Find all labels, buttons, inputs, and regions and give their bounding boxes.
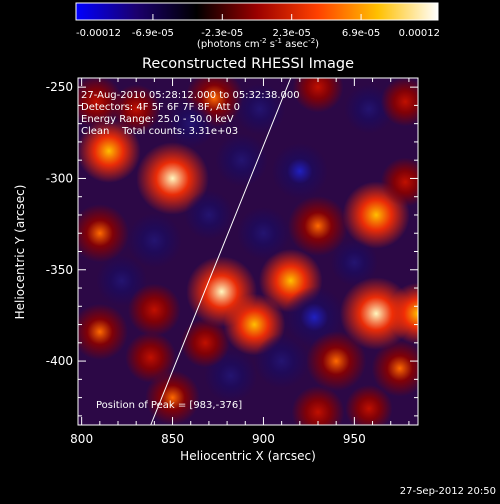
heatmap-blob: [215, 133, 268, 187]
colorbar-tick-labels: -0.00012 -6.9e-05 -2.3e-05 2.3e-05 6.9e-05 0.…: [76, 28, 440, 39]
heatmap-blob: [288, 195, 348, 256]
heatmap-blob: [292, 78, 344, 113]
heatmap-blob: [78, 119, 141, 183]
heatmap-blob: [184, 190, 234, 240]
observation-info: 27-Aug-2010 05:28:12.000 to 05:32:38.000…: [81, 90, 300, 137]
heatmap-blob: [166, 99, 216, 149]
heatmap-blobs: [78, 78, 418, 425]
y-tick-label: -400: [46, 354, 73, 368]
detectors: Detectors: 4F 5F 6F 7F 8F, Att 0: [81, 102, 240, 113]
peak-position: Position of Peak = [983,-376]: [96, 400, 242, 411]
y-tick-label: -350: [46, 263, 73, 277]
x-tick-label: 900: [252, 432, 275, 446]
units-part-1: (photons cm: [197, 39, 260, 50]
heatmap-blob: [78, 204, 129, 263]
heatmap-blob: [180, 318, 230, 368]
heatmap-blob: [78, 78, 123, 129]
colorbar-tick-label: -6.9e-05: [132, 28, 174, 39]
heatmap-blob: [127, 213, 182, 268]
time-range: 27-Aug-2010 05:28:12.000 to 05:32:38.000: [81, 90, 300, 101]
heatmap-blob: [306, 331, 367, 392]
colorbar-units: (photons cm-2 s-1 asec-2): [197, 37, 319, 50]
heatmap-blob: [271, 142, 328, 200]
heatmap-blob: [380, 157, 418, 207]
units-exp-2: -1: [275, 37, 282, 45]
y-axis-ticks: -250 -300 -350 -400: [46, 80, 418, 417]
heatmap-blob: [111, 84, 161, 134]
colorbar-tick-label: 0.00012: [399, 28, 440, 39]
heatmap-blob: [380, 78, 418, 127]
x-tick-label: 850: [161, 432, 184, 446]
units-part-3: asec: [282, 39, 308, 50]
units-exp-1: -2: [260, 37, 267, 45]
heatmap-blob: [387, 282, 418, 345]
heatmap-blob: [128, 283, 181, 337]
colorbar-tick-label: -2.3e-05: [201, 28, 243, 39]
colorbar: -0.00012 -6.9e-05 -2.3e-05 2.3e-05 6.9e-05 0.…: [75, 2, 440, 50]
heatmap-blob: [145, 370, 200, 425]
x-tick-label: 950: [343, 432, 366, 446]
x-axis-label: Heliocentric X (arcsec): [180, 449, 316, 463]
energy-range: Energy Range: 25.0 - 50.0 keV: [81, 114, 234, 125]
heatmap-blob: [125, 331, 177, 383]
clean-total-counts: Clean Total counts: 3.31e+03: [81, 126, 238, 137]
x-axis-ticks: 800 850 900 950: [70, 78, 410, 446]
colorbar-tick-label: 2.3e-05: [272, 28, 310, 39]
colorbar-ticks: [75, 14, 439, 20]
y-tick-label: -300: [46, 171, 73, 185]
heatmap-blob: [330, 238, 379, 287]
heatmap-blob: [344, 84, 394, 134]
heatmap-blob: [237, 206, 290, 260]
heatmap-image: [78, 78, 418, 425]
y-axis-label: Heliocentric Y (arcsec): [13, 185, 27, 320]
solar-limb-line: [150, 78, 292, 425]
heatmap-blob: [291, 385, 345, 425]
colorbar-tick-label: -0.00012: [76, 28, 121, 39]
units-exp-3: -2: [308, 37, 315, 45]
heatmap-blob: [371, 340, 418, 397]
units-part-4: ): [315, 39, 319, 50]
footer-timestamp: 27-Sep-2012 20:50: [400, 486, 496, 497]
y-tick-label: -250: [46, 80, 73, 94]
units-part-2: s: [267, 39, 275, 50]
heatmap-blob: [136, 142, 209, 215]
colorbar-tick-label: 6.9e-05: [342, 28, 380, 39]
heatmap-blob: [345, 384, 393, 425]
heatmap-blob: [78, 303, 128, 361]
chart-title: Reconstructed RHESSI Image: [142, 56, 354, 72]
heatmap-blob: [254, 333, 309, 389]
colorbar-gradient: [75, 2, 439, 21]
x-tick-label: 800: [70, 432, 93, 446]
